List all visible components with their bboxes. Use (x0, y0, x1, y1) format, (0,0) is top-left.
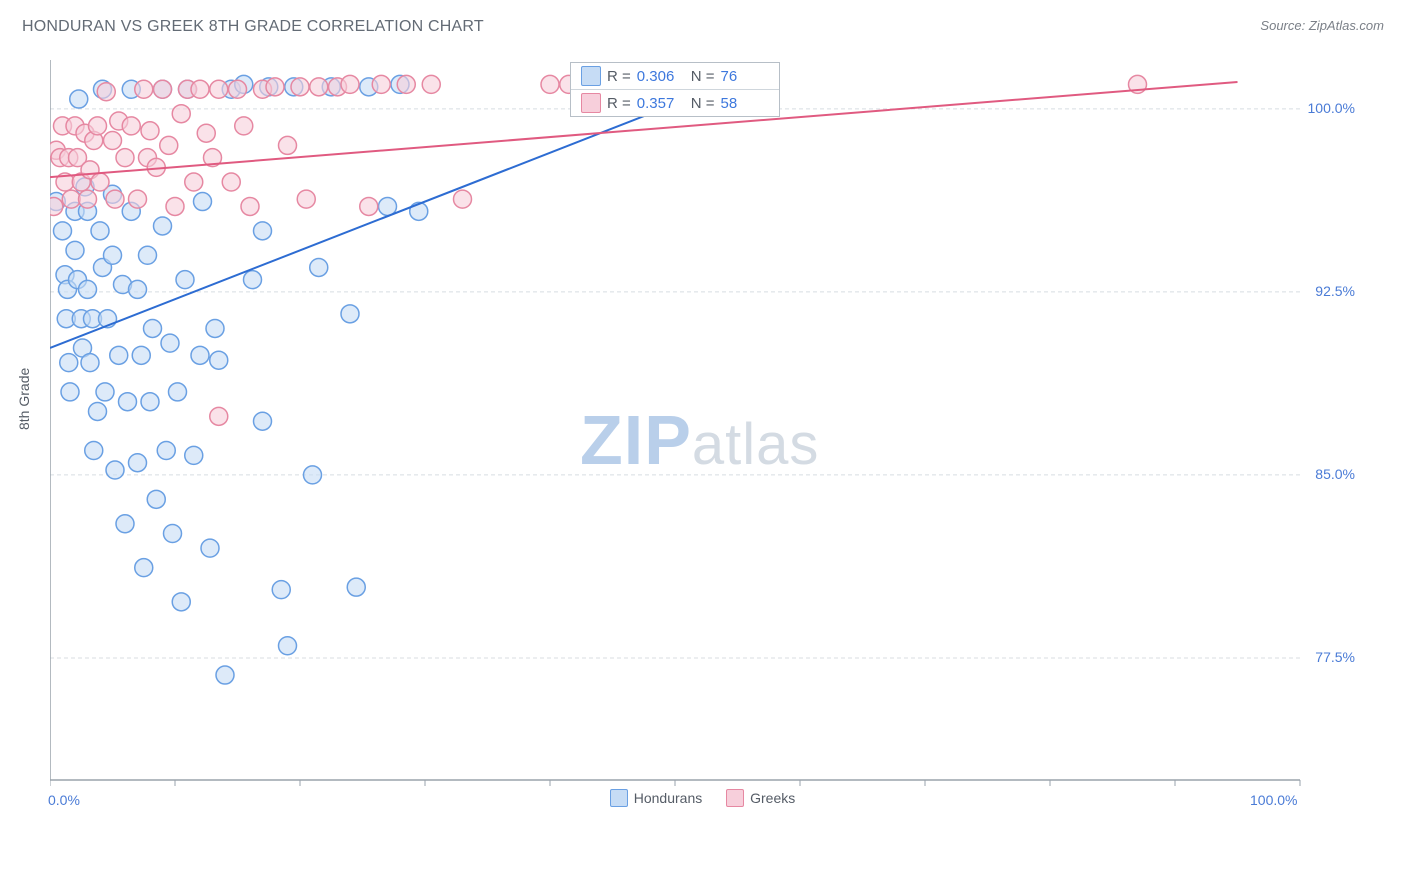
hondurans-r-value: 0.306 (637, 68, 685, 85)
n-label: N = (691, 68, 715, 85)
y-tick-label: 92.5% (1255, 283, 1355, 299)
legend-item-greeks: Greeks (726, 789, 795, 807)
source-name: ZipAtlas.com (1309, 18, 1384, 33)
r-label: R = (607, 95, 631, 112)
greeks-swatch-icon (726, 789, 744, 807)
y-tick-label: 100.0% (1255, 100, 1355, 116)
greeks-swatch-icon (581, 93, 601, 113)
source-label: Source: (1260, 18, 1305, 33)
source-attribution: Source: ZipAtlas.com (1260, 18, 1384, 33)
hondurans-n-value: 76 (721, 68, 769, 85)
stats-row-greeks: R = 0.357 N = 58 (571, 89, 779, 116)
y-axis-label: 8th Grade (16, 368, 32, 430)
legend-label-hondurans: Hondurans (634, 790, 703, 806)
y-tick-label: 77.5% (1255, 649, 1355, 665)
r-label: R = (607, 68, 631, 85)
chart-title: HONDURAN VS GREEK 8TH GRADE CORRELATION … (22, 18, 484, 35)
greeks-r-value: 0.357 (637, 95, 685, 112)
legend-label-greeks: Greeks (750, 790, 795, 806)
legend-bottom: Hondurans Greeks (50, 789, 1355, 810)
y-tick-label: 85.0% (1255, 466, 1355, 482)
greeks-n-value: 58 (721, 95, 769, 112)
chart-plot-area: ZIPatlas R = 0.306 N = 76 R = 0.357 N = … (50, 60, 1355, 810)
n-label: N = (691, 95, 715, 112)
hondurans-swatch-icon (581, 66, 601, 86)
hondurans-swatch-icon (610, 789, 628, 807)
stats-legend-box: R = 0.306 N = 76 R = 0.357 N = 58 (570, 62, 780, 117)
stats-row-hondurans: R = 0.306 N = 76 (571, 63, 779, 89)
scatter-plot-svg (50, 60, 1355, 810)
legend-item-hondurans: Hondurans (610, 789, 703, 807)
